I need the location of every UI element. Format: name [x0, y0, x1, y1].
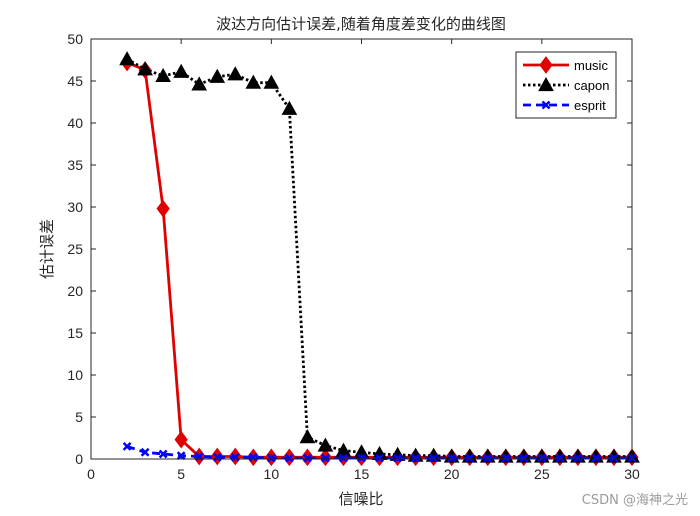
data-point-esprit [465, 453, 475, 463]
x-axis-label: 信噪比 [338, 490, 383, 508]
data-point-capon [263, 74, 280, 89]
y-axis: 0 5 10 15 20 25 30 35 40 45 50 [67, 31, 632, 467]
data-point-capon [191, 76, 208, 91]
y-tick-label: 35 [67, 157, 83, 173]
data-point-capon [155, 67, 171, 83]
legend-marker-music [539, 56, 553, 74]
data-point-esprit [519, 453, 529, 463]
legend-box [515, 51, 617, 119]
data-point-esprit [411, 453, 420, 463]
data-point-esprit [591, 453, 601, 463]
y-tick-label: 10 [67, 367, 83, 383]
data-point-esprit [303, 453, 312, 463]
x-tick-label: 25 [534, 466, 550, 482]
chart-title: 波达方向估计误差,随着角度差变化的曲线图 [216, 15, 506, 33]
data-point-capon [245, 74, 262, 89]
data-point-music [156, 199, 170, 218]
y-tick-label: 20 [67, 283, 83, 299]
data-point-esprit [230, 452, 240, 462]
y-axis-label: 估计误差 [38, 219, 56, 279]
data-point-esprit [284, 453, 294, 463]
x-tick-label: 15 [354, 466, 370, 482]
data-point-music [174, 430, 188, 449]
data-point-capon [137, 61, 153, 76]
y-tick-label: 5 [75, 409, 83, 425]
x-tick-label: 20 [444, 466, 460, 482]
data-point-esprit [429, 453, 439, 463]
legend-marker-capon [538, 76, 554, 92]
legend-item-music: music [523, 56, 608, 74]
data-point-esprit [555, 453, 565, 463]
data-point-esprit [573, 453, 583, 463]
watermark: CSDN @海神之光 [581, 493, 688, 508]
data-point-esprit [122, 442, 132, 451]
data-point-esprit [393, 453, 402, 463]
legend: music capon esprit [515, 51, 617, 119]
legend-marker-esprit [541, 100, 551, 110]
legend-item-esprit: esprit [523, 98, 606, 113]
data-point-esprit [375, 453, 384, 463]
y-tick-label: 40 [67, 115, 83, 131]
x-axis: 0 5 10 15 20 25 30 [87, 39, 640, 482]
y-tick-label: 50 [67, 31, 83, 47]
data-point-capon [173, 63, 190, 78]
series-esprit [122, 442, 637, 463]
data-point-esprit [339, 453, 348, 463]
x-tick-label: 5 [177, 466, 185, 482]
data-point-capon [119, 51, 135, 66]
y-tick-label: 30 [67, 199, 83, 215]
data-point-esprit [321, 453, 330, 463]
x-tick-label: 10 [264, 466, 280, 482]
data-point-capon [317, 437, 334, 452]
data-point-esprit [158, 449, 168, 459]
legend-label-esprit: esprit [574, 98, 606, 113]
data-point-esprit [140, 447, 150, 457]
legend-label-capon: capon [574, 78, 609, 93]
data-point-esprit [609, 453, 619, 463]
data-point-capon [209, 68, 226, 83]
y-tick-label: 45 [67, 73, 83, 89]
x-tick-label: 0 [87, 466, 95, 482]
legend-item-capon: capon [523, 76, 609, 93]
data-point-esprit [501, 453, 511, 463]
data-point-esprit [248, 452, 258, 462]
data-point-capon [227, 66, 244, 81]
legend-label-music: music [574, 58, 608, 73]
data-point-capon [299, 429, 316, 444]
y-tick-label: 15 [67, 325, 83, 341]
y-tick-label: 25 [67, 241, 83, 257]
data-point-esprit [212, 452, 222, 462]
data-point-capon [281, 100, 298, 115]
data-point-capon [335, 442, 352, 457]
x-tick-label: 30 [624, 466, 640, 482]
y-tick-label: 0 [75, 451, 83, 467]
data-point-esprit [483, 453, 493, 463]
